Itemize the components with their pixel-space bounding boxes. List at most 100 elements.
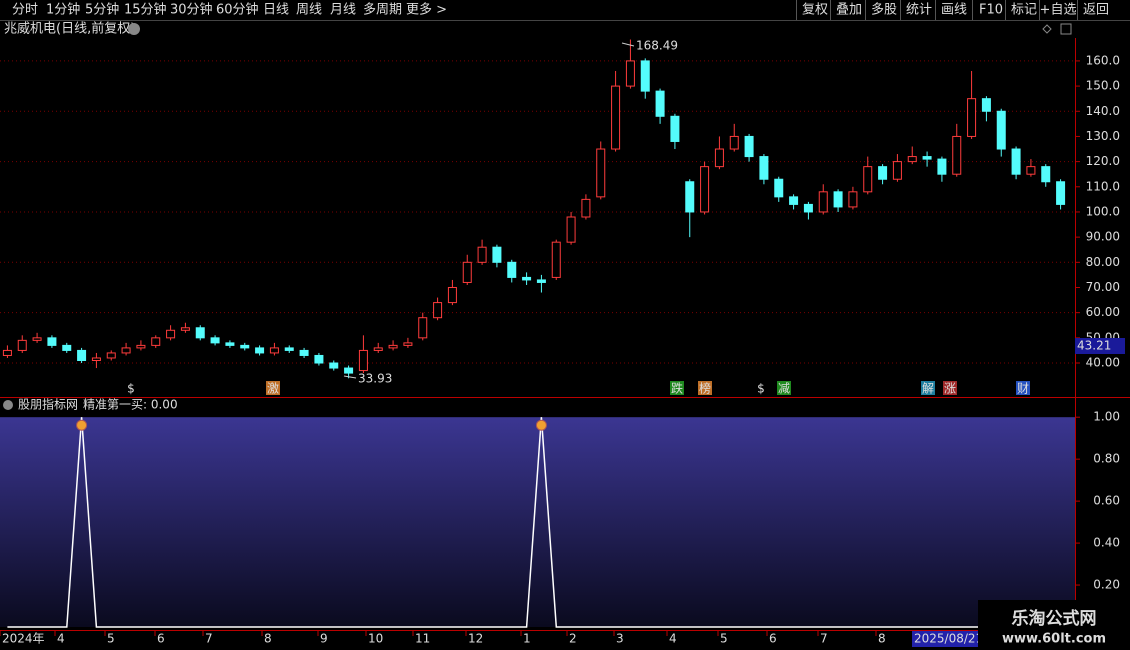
event-label[interactable]: 财	[1017, 382, 1029, 396]
period-tab[interactable]: 日线	[263, 3, 289, 18]
candle-body	[536, 279, 546, 283]
candle-body	[477, 246, 487, 263]
action-button[interactable]: 返回	[1083, 3, 1109, 18]
low-label: 33.93	[358, 372, 392, 386]
y-tick-label: 0.60	[1093, 494, 1120, 508]
date-highlight	[912, 631, 980, 647]
candle-body	[77, 349, 87, 361]
x-tick-label: 8	[264, 632, 272, 646]
candle-body	[62, 344, 72, 351]
candle-body	[388, 344, 398, 349]
candle-body	[255, 347, 265, 354]
event-tag[interactable]	[266, 381, 280, 395]
candle-body	[492, 246, 502, 263]
watermark-url: www.60lt.com	[1002, 632, 1106, 647]
candle-body	[670, 115, 680, 142]
event-label[interactable]: 解	[922, 382, 934, 396]
period-tab[interactable]: 多周期	[363, 2, 402, 18]
candle-body	[418, 317, 428, 339]
y-tick-label: 100.0	[1086, 204, 1120, 218]
action-button[interactable]: 多股	[871, 2, 897, 18]
candle-body	[314, 354, 324, 364]
y-tick-label: 140.0	[1086, 104, 1120, 118]
watermark-name: 乐淘公式网	[1012, 608, 1097, 629]
candle-body	[551, 241, 561, 278]
action-button[interactable]: 复权	[802, 2, 828, 18]
candle-body	[714, 148, 724, 168]
period-tab[interactable]: 15分钟	[124, 2, 167, 18]
candle-body	[91, 357, 101, 361]
action-button[interactable]: +自选	[1040, 3, 1077, 18]
candle-body	[907, 156, 917, 163]
event-label[interactable]: 涨	[944, 381, 956, 396]
event-tag[interactable]	[777, 381, 791, 395]
action-button[interactable]: 统计	[906, 3, 932, 18]
y-tick-label: 160.0	[1086, 53, 1120, 67]
action-button[interactable]: F10	[979, 3, 1003, 18]
candle-body	[299, 349, 309, 356]
candle-body	[922, 156, 932, 160]
period-tab[interactable]: 周线	[296, 3, 322, 18]
action-button[interactable]: 标记	[1011, 3, 1037, 18]
event-tag[interactable]	[698, 381, 712, 395]
period-tab[interactable]: 1分钟	[46, 2, 80, 18]
candle-body	[47, 337, 57, 346]
candle-body	[952, 135, 962, 175]
period-tab[interactable]: 更多 >	[406, 2, 447, 18]
icon[interactable]	[1060, 23, 1072, 35]
stock-title: 兆威机电(日线,前复权)	[4, 21, 135, 37]
event-label[interactable]: $	[757, 382, 765, 396]
action-button[interactable]: 画线	[941, 3, 967, 18]
x-tick-label: 5	[720, 632, 728, 646]
candle-body	[981, 98, 991, 112]
y-tick-label: 90.00	[1086, 230, 1120, 244]
y-tick-label: 0.20	[1093, 578, 1120, 592]
candle-body	[581, 198, 591, 218]
event-label[interactable]: 榜	[699, 381, 711, 396]
y-tick-label: 130.0	[1086, 129, 1120, 143]
signal-icon	[535, 419, 547, 431]
x-tick-label: 2	[569, 632, 577, 646]
watermark-bg	[978, 600, 1130, 650]
candle-body	[106, 352, 116, 359]
candle-body	[729, 135, 739, 150]
candle-body	[640, 60, 650, 92]
x-tick-label: 10	[368, 632, 383, 646]
candle-body	[358, 349, 368, 372]
candle-body	[789, 196, 799, 205]
x-tick-label: 6	[157, 632, 165, 646]
candle-body	[121, 347, 131, 354]
event-label[interactable]: 减	[778, 382, 790, 396]
candle-body	[433, 302, 443, 319]
event-label[interactable]: 跌	[671, 381, 683, 396]
event-tag[interactable]	[921, 381, 935, 395]
candle-body	[967, 98, 977, 137]
period-tab[interactable]: 60分钟	[216, 2, 259, 18]
x-tick-label: 5	[107, 632, 115, 646]
period-tab[interactable]: 月线	[330, 3, 356, 18]
candle-body	[462, 261, 472, 283]
candle-body	[1056, 181, 1066, 205]
period-tab[interactable]: 30分钟	[170, 2, 213, 18]
indicator-line	[7, 417, 1061, 628]
period-tab[interactable]: 5分钟	[85, 2, 119, 18]
event-label[interactable]: 激	[267, 382, 279, 396]
dropdown-icon[interactable]	[128, 23, 140, 35]
action-button[interactable]: 叠加	[836, 3, 862, 18]
event-tag[interactable]	[670, 381, 684, 395]
period-tab[interactable]: 分时	[12, 3, 38, 18]
event-label[interactable]: $	[127, 382, 135, 396]
x-tick-label: 4	[57, 632, 65, 646]
candle-body	[403, 342, 413, 346]
candle-body	[2, 349, 12, 356]
x-tick-label: 7	[205, 632, 213, 646]
x-tick-label: 7	[820, 632, 828, 646]
candle-body	[625, 60, 635, 87]
event-tag[interactable]	[1016, 381, 1030, 395]
icon[interactable]	[1042, 24, 1052, 34]
dropdown-icon[interactable]	[3, 400, 13, 410]
event-tag[interactable]	[943, 381, 957, 395]
y-tick-label: 40.00	[1086, 356, 1120, 370]
candle-body	[180, 327, 190, 331]
